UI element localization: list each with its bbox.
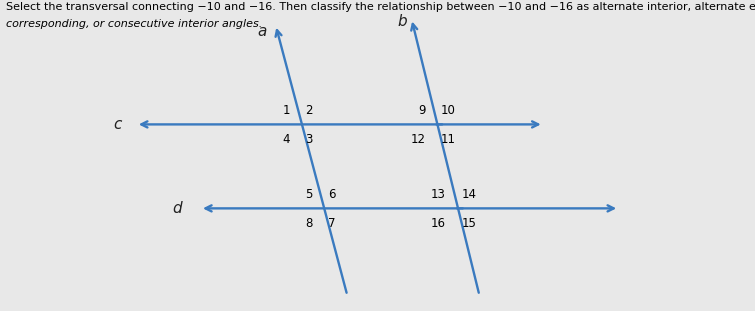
Text: 3: 3	[306, 133, 313, 146]
Text: c: c	[112, 117, 122, 132]
Text: d: d	[173, 201, 182, 216]
Text: 2: 2	[306, 104, 313, 117]
Text: b: b	[398, 14, 407, 29]
Text: 15: 15	[461, 217, 476, 230]
Text: 8: 8	[305, 217, 312, 230]
Text: 6: 6	[328, 188, 335, 201]
Text: 13: 13	[431, 188, 446, 201]
Text: 10: 10	[441, 104, 456, 117]
Text: 16: 16	[431, 217, 446, 230]
Text: 9: 9	[418, 104, 425, 117]
Text: 11: 11	[441, 133, 456, 146]
Text: 14: 14	[461, 188, 476, 201]
Text: 5: 5	[305, 188, 312, 201]
Text: 1: 1	[282, 104, 290, 117]
Text: 4: 4	[282, 133, 290, 146]
Text: corresponding, or consecutive interior angles.: corresponding, or consecutive interior a…	[6, 19, 262, 29]
Text: 7: 7	[328, 217, 335, 230]
Text: Select the transversal connecting −10 and −16. Then classify the relationship be: Select the transversal connecting −10 an…	[6, 2, 755, 12]
Text: a: a	[257, 24, 267, 39]
Text: 12: 12	[411, 133, 425, 146]
